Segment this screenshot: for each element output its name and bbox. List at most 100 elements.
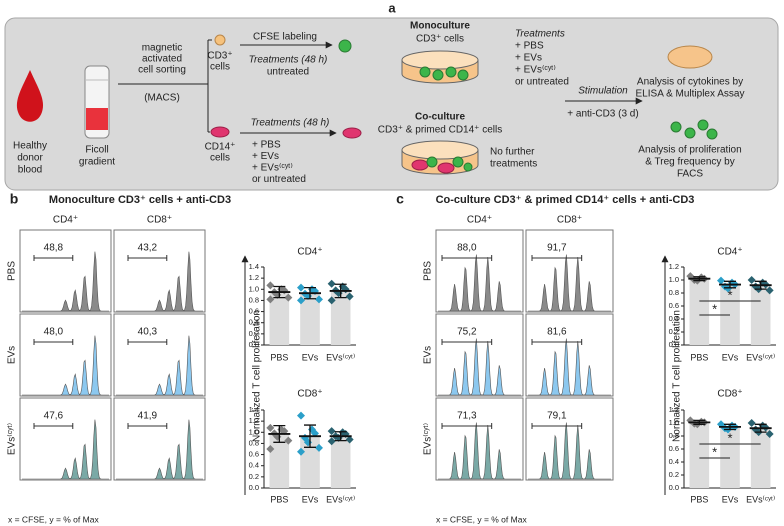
treatment-option: + PBS [252,140,281,151]
treatment-label: Treatments (48 h) [249,55,328,66]
data-point [297,296,305,305]
y-tick-label: 1.2 [669,405,679,414]
x-tick-label: PBS [690,352,708,362]
y-tick-label: 1.4 [249,405,259,414]
panel-a [4,17,779,191]
x-tick-label: EVs⁽ᶜʸᵗ⁾ [746,494,775,504]
y-tick-label: 0.6 [669,301,679,310]
histogram [116,419,203,480]
significance-label: * [712,444,717,459]
y-axis-label: Normalized T cell proliferation [252,310,263,442]
gate-label: 48,0 [44,327,64,338]
bar [689,422,710,488]
y-tick-label: 0.8 [249,295,259,304]
gate [441,423,493,429]
data-point [747,419,756,427]
data-point [297,447,305,456]
row-label: EVs⁽ᶜʸᵗ⁾ [7,423,18,455]
plot-title: CD4⁺ [297,247,322,258]
histogram [116,335,203,396]
data-point [327,437,336,446]
cd3-label: CD3⁺ [207,51,232,62]
panel-label: a [388,0,396,15]
gate-label: 75,2 [457,327,477,338]
y-tick-label: 0.8 [249,438,259,447]
data-point [765,286,774,295]
histogram-footer: x = CFSE, y = % of Max [436,514,527,524]
data-point [266,281,275,290]
workflow-box [4,17,779,191]
histogram-frame [525,313,614,397]
y-tick-label: 1.0 [249,284,259,293]
co-note: treatments [490,159,537,170]
treatment-option: + EVs [252,151,279,162]
gate [531,423,583,429]
treatment-option: or untreated [515,77,569,88]
co-title: Co-culture [415,112,465,123]
row-label: EVs [423,346,434,364]
data-point [747,276,756,284]
ficoll-label: Ficoll [85,145,108,156]
treatment-label: Treatments (48 h) [251,118,330,129]
x-tick-label: PBS [270,494,288,504]
y-tick-label: 1.0 [249,427,259,436]
x-tick-label: EVs [302,494,319,504]
bar [720,426,740,488]
x-tick-label: EVs⁽ᶜʸᵗ⁾ [746,352,775,362]
cd14-label: cells [210,153,230,164]
cd14-label: CD14⁺ [205,142,236,153]
untreated-label: untreated [267,67,309,78]
panel-title: Monoculture CD3⁺ cells + anti-CD3 [49,194,231,206]
gate-label: 40,3 [138,327,158,338]
y-tick-label: 1.2 [249,273,259,282]
data-point [284,436,293,445]
cd3-cell [214,34,226,46]
macs-label: (MACS) [144,93,180,104]
gate [127,423,168,429]
gate [127,255,168,261]
bar [269,292,290,345]
gate [33,423,74,429]
y-tick-label: 0.6 [249,450,259,459]
gate [441,255,493,261]
macs-label: activated [142,54,182,65]
data-point [327,279,336,288]
y-tick-label: 1.2 [249,416,259,425]
column-header: CD8⁺ [557,215,582,226]
panel-title: Co-culture CD3⁺ & primed CD14⁺ cells + a… [436,194,695,206]
histogram [528,422,611,480]
histogram-footer: x = CFSE, y = % of Max [8,514,99,524]
cfse-label: CFSE labeling [253,32,317,43]
column-header: CD8⁺ [147,215,172,226]
gate-label: 47,6 [44,411,64,422]
y-tick-label: 0.8 [669,431,679,440]
histogram [438,422,521,480]
y-tick-label: 1.0 [669,275,679,284]
gate [33,339,74,345]
co-dish [401,140,479,175]
plot-title: CD4⁺ [717,247,742,258]
treatment-option: + PBS [515,41,544,52]
donor-label: donor [17,153,43,164]
x-tick-label: PBS [270,352,288,362]
bar [689,278,710,345]
column-header: CD4⁺ [53,215,78,226]
bar [330,436,351,488]
data-point [297,283,305,292]
bar [750,285,771,345]
y-tick-label: 1.4 [249,262,259,271]
y-tick-label: 0.2 [669,327,679,336]
y-tick-label: 0.0 [669,483,679,492]
treatment-option: + EVs [515,53,542,64]
gate-label: 91,7 [547,243,567,254]
y-tick-label: 0.4 [249,318,259,327]
y-tick-label: 0.6 [249,307,259,316]
histogram [438,338,521,396]
y-tick-label: 1.2 [669,262,679,271]
treatment-option: + EVs⁽ᶜʸᵗ⁾ [515,65,556,76]
panel-label: c [396,191,404,207]
data-point [717,276,725,285]
plot-title: CD8⁺ [297,389,322,400]
co-cells: CD3⁺ & primed CD14⁺ cells [378,125,502,136]
